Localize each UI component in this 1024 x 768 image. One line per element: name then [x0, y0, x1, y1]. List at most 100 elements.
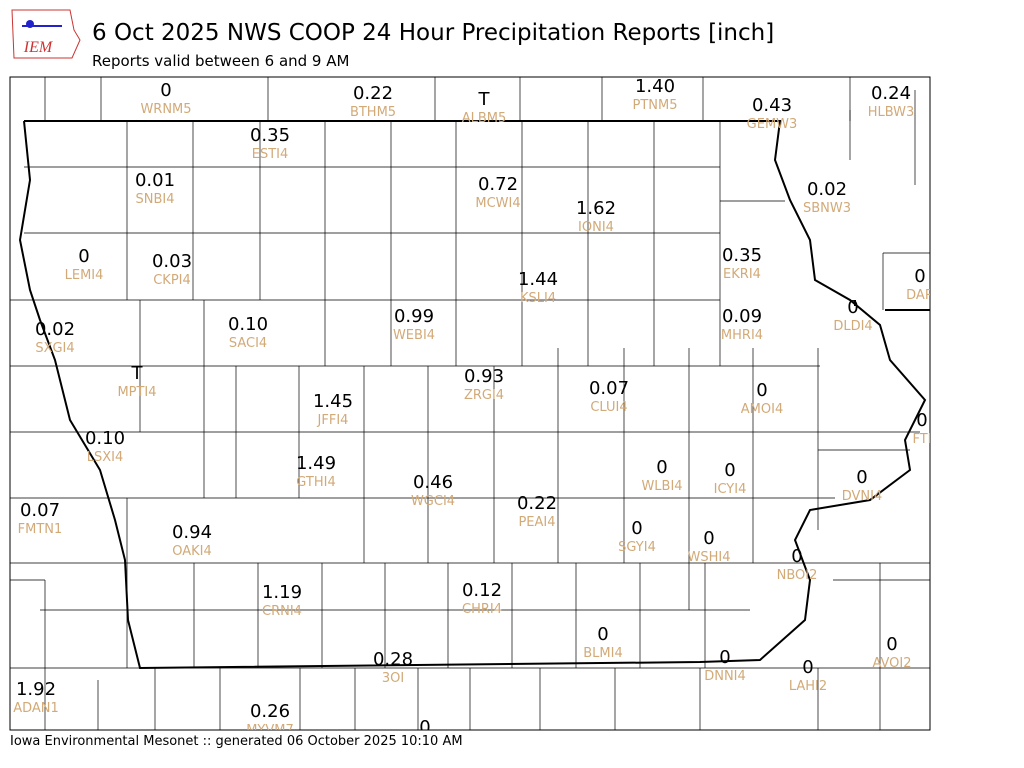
station-id: CHRI4: [462, 602, 502, 617]
station-value: 0.28: [373, 649, 413, 670]
station-id: SNBI4: [136, 192, 175, 207]
station-value: 0.35: [250, 125, 290, 146]
station-value: 0: [719, 647, 730, 668]
station-value: 1.45: [313, 391, 353, 412]
station-id: WLBI4: [641, 479, 682, 494]
station-id: AVOI2: [872, 656, 911, 671]
station-value: T: [478, 89, 491, 110]
station-id: SXGI4: [35, 341, 74, 356]
station-id: HLBW3: [868, 105, 915, 120]
state-borders: [18, 120, 930, 670]
station-id: WEBI4: [393, 328, 435, 343]
station-id: LEMI4: [65, 268, 104, 283]
station-id: ZRGI4: [464, 388, 504, 403]
station-id: BLMI4: [583, 646, 622, 661]
station-value: 0.22: [517, 493, 557, 514]
station-value: 0.22: [353, 83, 393, 104]
station-value: 0: [756, 380, 767, 401]
station-id: FTI: [912, 432, 931, 447]
station-value: 1.19: [262, 582, 302, 603]
station-id: MYVM7: [246, 723, 294, 738]
station-id: EKRI4: [723, 267, 761, 282]
station-value: 0: [914, 266, 925, 287]
station-id: LSXI4: [87, 450, 124, 465]
station-value: 0: [160, 80, 171, 101]
station-value: 0.72: [478, 174, 518, 195]
station-id: WRNM5: [140, 102, 191, 117]
station-id: DVNI4: [842, 489, 883, 504]
station-value: 0.46: [413, 472, 453, 493]
station-value: 1.40: [635, 76, 675, 97]
station-value: 0.02: [807, 179, 847, 200]
station-value: 0: [656, 457, 667, 478]
station-value: 0.99: [394, 306, 434, 327]
station-value: 0: [802, 657, 813, 678]
station-id: DAR: [906, 288, 934, 303]
station-id: AMOI4: [741, 402, 783, 417]
station-id: OAKI4: [172, 544, 212, 559]
station-value: 0: [791, 546, 802, 567]
station-id: GEMW3: [747, 117, 798, 132]
station-id: ALBM5: [462, 111, 507, 126]
station-value: 0: [886, 634, 897, 655]
station-id: JFFI4: [317, 413, 349, 428]
station-id: SGYI4: [618, 540, 656, 555]
station-value: 0.01: [135, 170, 175, 191]
station-value: 0.12: [462, 580, 502, 601]
station-value: 0: [916, 410, 927, 431]
station-value: 0.07: [589, 378, 629, 399]
station-id: NBOI2: [777, 568, 818, 583]
station-value: 0: [703, 528, 714, 549]
station-value: 0: [419, 717, 430, 738]
map-frame: [9, 76, 931, 731]
station-id: PTNM5: [633, 98, 678, 113]
title: 6 Oct 2025 NWS COOP 24 Hour Precipitatio…: [92, 20, 774, 46]
station-value: 0: [856, 467, 867, 488]
station-value: 0.24: [871, 83, 911, 104]
station-id: LAHI2: [789, 679, 827, 694]
station-value: 1.92: [16, 679, 56, 700]
station-id: CRNI4: [262, 604, 302, 619]
station-id: ESTI4: [252, 147, 289, 162]
station-value: 0.43: [752, 95, 792, 116]
county-lines: [10, 77, 930, 730]
station-id: KSLI4: [520, 291, 556, 306]
station-value: 0: [724, 460, 735, 481]
station-value: T: [131, 363, 144, 384]
station-id: FMTN1: [18, 522, 63, 537]
logo: IEM: [11, 9, 81, 59]
station-id: 3OI: [382, 671, 404, 686]
station-value: 1.62: [576, 198, 616, 219]
station-id: CLUI4: [590, 400, 627, 415]
station-value: 0.03: [152, 251, 192, 272]
station-id: MHRI4: [721, 328, 763, 343]
station-id: SBNW3: [803, 201, 851, 216]
footer: Iowa Environmental Mesonet :: generated …: [10, 734, 463, 749]
station-value: 1.44: [518, 269, 558, 290]
station-value: 0.94: [172, 522, 212, 543]
station-value: 0.26: [250, 701, 290, 722]
station-value: 0: [78, 246, 89, 267]
station-id: WSHI4: [688, 550, 731, 565]
station-value: 0: [631, 518, 642, 539]
station-id: MCWI4: [475, 196, 520, 211]
station-id: SACI4: [229, 336, 267, 351]
station-value: 0.09: [722, 306, 762, 327]
station-value: 1.49: [296, 453, 336, 474]
station-id: BTHM5: [350, 105, 396, 120]
station-id: DLDI4: [833, 319, 872, 334]
station-value: 0.35: [722, 245, 762, 266]
station-id: CKPI4: [153, 273, 191, 288]
subtitle: Reports valid between 6 and 9 AM: [92, 52, 349, 70]
station-value: 0.93: [464, 366, 504, 387]
station-value: 0.10: [85, 428, 125, 449]
station-id: PEAI4: [518, 515, 555, 530]
station-value: 0.07: [20, 500, 60, 521]
station-id: ICYI4: [714, 482, 747, 497]
station-value: 0.02: [35, 319, 75, 340]
station-value: 0.10: [228, 314, 268, 335]
station-value: 0: [597, 624, 608, 645]
station-id: MPTI4: [117, 385, 156, 400]
